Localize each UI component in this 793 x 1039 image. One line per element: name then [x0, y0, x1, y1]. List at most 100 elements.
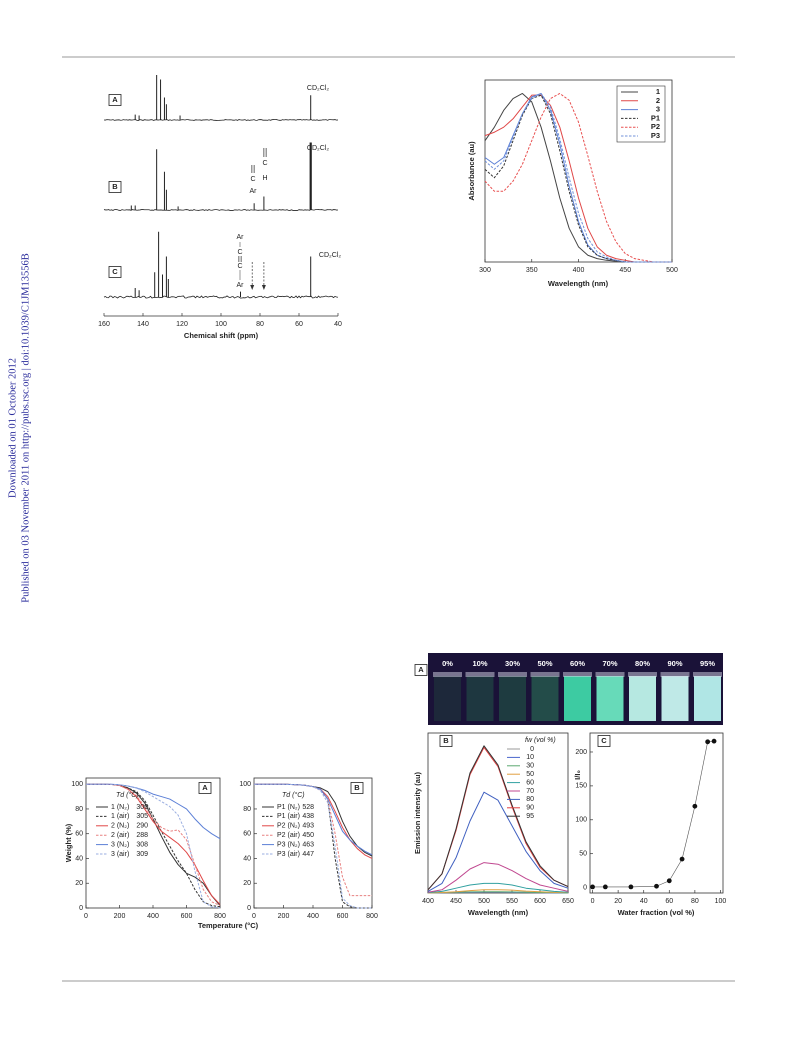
- legend-label: 2: [656, 96, 660, 105]
- y-tick-label: 0: [583, 884, 587, 891]
- series-line: [484, 92, 672, 263]
- x-tick-label: 400: [307, 913, 319, 920]
- vial: [531, 676, 559, 721]
- plot-frame: [427, 732, 569, 894]
- x-tick-label: 600: [337, 913, 349, 920]
- x-tick-label: 160: [98, 321, 110, 328]
- y-axis-label: I/I₀: [573, 770, 582, 780]
- y-tick-label: 60: [75, 831, 83, 838]
- legend-td: 447: [302, 851, 314, 858]
- legend-label: 1: [656, 87, 660, 96]
- legend-label: 95: [526, 813, 534, 820]
- legend-td: 309: [136, 851, 148, 858]
- legend-td: 493: [302, 823, 314, 830]
- x-tick-label: 800: [366, 913, 378, 920]
- x-tick-label: 500: [666, 267, 678, 274]
- panel-label-box: [414, 664, 428, 676]
- legend-td: 308: [136, 841, 148, 848]
- legend-label: 70: [526, 788, 534, 795]
- structure-label: C: [250, 176, 255, 183]
- legend-label: 10: [526, 754, 534, 761]
- vial-cap: [465, 672, 495, 677]
- y-tick-label: 200: [575, 749, 587, 756]
- legend-label: 90: [526, 805, 534, 812]
- series-line: [427, 889, 569, 894]
- legend-td: 463: [302, 841, 314, 848]
- panel-label: B: [354, 783, 360, 792]
- legend-td: 305: [136, 813, 148, 820]
- vial-label: 80%: [635, 659, 650, 668]
- vial-cap: [563, 672, 592, 677]
- vial: [629, 676, 656, 721]
- x-tick-label: 0: [252, 913, 256, 920]
- structure-label: C: [237, 263, 242, 270]
- x-tick-label: 200: [114, 913, 126, 920]
- vial-cap: [693, 672, 722, 677]
- legend-label: P2 (N₂): [277, 823, 300, 830]
- vial: [466, 676, 494, 721]
- spectrum-baseline: [103, 209, 339, 211]
- structure-label: H: [262, 175, 267, 182]
- x-tick-label: 0: [84, 913, 88, 920]
- y-tick-label: 150: [575, 783, 587, 790]
- series-line: [427, 882, 569, 894]
- x-tick-label: 450: [450, 898, 462, 905]
- x-tick-label: 40: [640, 898, 648, 905]
- legend-td: 288: [136, 832, 148, 839]
- x-tick-label: 60: [665, 898, 673, 905]
- y-axis-label: Weight (%): [64, 823, 73, 862]
- series-line: [427, 791, 569, 892]
- series-line: [254, 783, 372, 909]
- panel-label-box: [350, 782, 364, 794]
- vial-label: 30%: [505, 659, 520, 668]
- y-tick-label: 60: [243, 831, 251, 838]
- x-tick-label: 450: [619, 267, 631, 274]
- vial-label: 50%: [537, 659, 552, 668]
- vial-cap: [498, 672, 527, 677]
- vial-label: 90%: [667, 659, 682, 668]
- legend-td: 528: [302, 804, 314, 811]
- vial: [564, 676, 591, 721]
- y-tick-label: 20: [75, 880, 83, 887]
- data-point: [590, 884, 595, 890]
- x-tick-label: 20: [614, 898, 622, 905]
- trend-line: [592, 740, 715, 888]
- vial: [596, 676, 624, 721]
- series-line: [427, 746, 569, 891]
- data-point: [628, 884, 634, 890]
- legend-label: 2 (N₂): [111, 823, 129, 830]
- structure-label: Ar: [237, 234, 245, 241]
- y-tick-label: 40: [75, 855, 83, 862]
- x-tick-label: 400: [147, 913, 159, 920]
- spectrum-baseline: [103, 295, 339, 299]
- vial-label: 10%: [472, 659, 487, 668]
- panel-label: C: [112, 267, 118, 276]
- panel-label: B: [112, 182, 118, 191]
- vial-label: 60%: [570, 659, 585, 668]
- x-tick-label: 60: [295, 321, 303, 328]
- vial-label: 0%: [442, 659, 453, 668]
- panel-label-box: [108, 94, 122, 106]
- x-tick-label: 600: [181, 913, 193, 920]
- x-tick-label: 400: [573, 267, 585, 274]
- vial: [434, 676, 461, 721]
- vial-cap: [660, 672, 690, 677]
- y-tick-label: 80: [75, 806, 83, 813]
- data-point: [654, 883, 659, 889]
- legend-label: P1 (air): [277, 813, 300, 820]
- y-tick-label: 80: [243, 806, 251, 813]
- data-point: [705, 739, 711, 745]
- x-axis-label: Wavelength (nm): [548, 279, 609, 288]
- legend-label: P2 (air): [277, 832, 300, 839]
- y-tick-label: 0: [79, 905, 83, 912]
- panel-label: A: [202, 783, 208, 792]
- panel-label: C: [601, 736, 607, 745]
- x-tick-label: 600: [534, 898, 546, 905]
- y-tick-label: 100: [575, 817, 587, 824]
- plot-frame: [589, 732, 724, 894]
- spectrum-baseline: [103, 119, 339, 121]
- data-point: [711, 738, 717, 744]
- x-tick-label: 350: [526, 267, 538, 274]
- legend-title: fw (vol %): [525, 737, 556, 744]
- legend-label: P1: [651, 113, 660, 122]
